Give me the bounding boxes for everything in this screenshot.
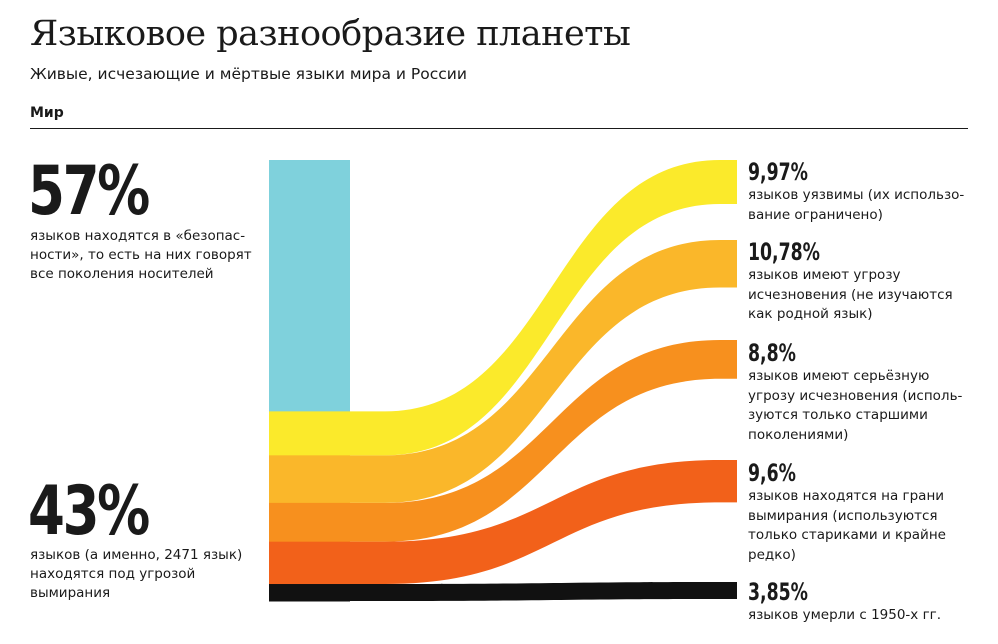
source-segment-critically-endangered: [269, 541, 350, 585]
flow-ribbon-3: [350, 340, 737, 542]
flow-label-extinct: 3,85%: [748, 578, 808, 606]
source-segment-safe: [269, 160, 350, 412]
flow-label-definitely-endangered: 10,78%: [748, 238, 820, 266]
endangered-percent: 43%: [28, 472, 150, 551]
section-label: Мир: [30, 105, 64, 121]
safe-percent: 57%: [28, 152, 150, 231]
section-divider: [30, 128, 968, 129]
source-segment-severely-endangered: [269, 502, 350, 543]
flow-ribbon-5: [350, 582, 737, 601]
endangered-description: языков (а именно, 2471 язык) находятся п…: [30, 547, 243, 601]
flow-desc-severely-endangered: языков имеют серьёзную угрозу исчезновен…: [748, 368, 963, 443]
flow-ribbon-4: [350, 460, 737, 585]
flow-desc-extinct: языков умерли с 1950-х гг.: [748, 607, 942, 623]
flow-desc-critically-endangered: языков находятся на грани вымирания (исп…: [748, 488, 946, 563]
flow-label-severely-endangered: 8,8%: [748, 339, 796, 367]
page-subtitle: Живые, исчезающие и мёртвые языки мира и…: [30, 65, 467, 83]
source-segment-definitely-endangered: [269, 455, 350, 504]
flow-ribbon-1: [350, 160, 737, 456]
source-segment-extinct: [269, 584, 350, 602]
safe-description: языков находятся в «безопас-ности», то е…: [30, 228, 252, 282]
flow-ribbon-2: [350, 240, 737, 503]
source-segment-vulnerable: [269, 411, 350, 456]
flow-label-vulnerable: 9,97%: [748, 158, 808, 186]
flow-desc-definitely-endangered: языков имеют угрозу исчезновения (не изу…: [748, 267, 953, 322]
flow-desc-vulnerable: языков уязвимы (их использо-вание ограни…: [748, 187, 965, 223]
flow-label-critically-endangered: 9,6%: [748, 459, 796, 487]
page-title: Языковое разнообразие планеты: [30, 14, 631, 54]
